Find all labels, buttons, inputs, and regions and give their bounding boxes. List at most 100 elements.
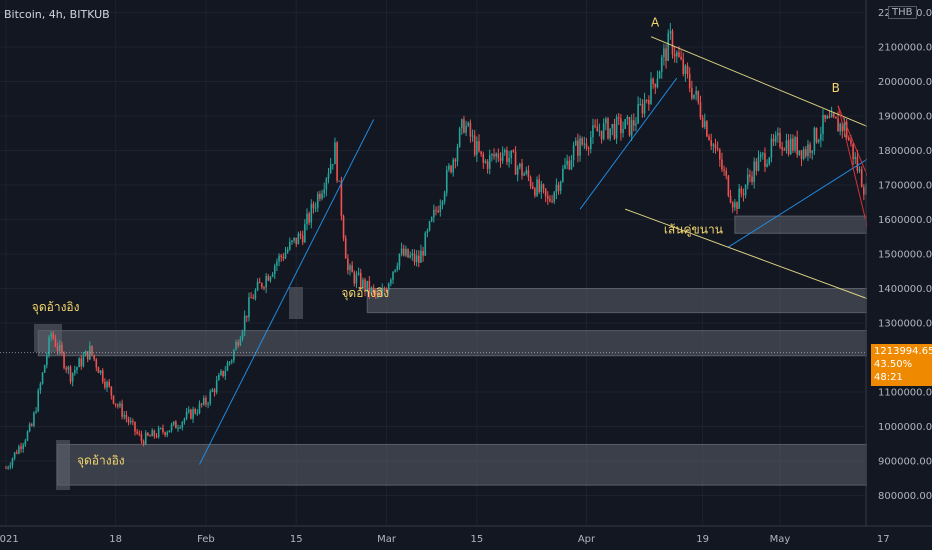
candle-body — [680, 57, 682, 59]
candle-body — [805, 149, 807, 156]
candle-body — [186, 412, 188, 419]
candle-body — [627, 117, 629, 119]
candle-body — [607, 119, 609, 139]
candle-body — [523, 174, 525, 176]
candle-body — [661, 57, 663, 72]
candle-body — [704, 121, 706, 127]
candle-body — [472, 135, 474, 136]
candle-body — [756, 161, 758, 170]
candle-body — [321, 193, 323, 198]
candle-body — [605, 119, 607, 124]
candle-body — [12, 459, 14, 466]
candle-body — [156, 436, 158, 437]
candle-body — [773, 139, 775, 142]
candle-body — [799, 150, 801, 154]
candle-body — [827, 116, 829, 118]
candle-body — [732, 202, 734, 207]
candle-body — [676, 52, 678, 56]
candle-body — [558, 185, 560, 191]
y-tick-label: 900000.00 — [878, 457, 932, 468]
candle-body — [289, 242, 291, 250]
candle-body — [420, 251, 422, 263]
candle-body — [622, 129, 624, 133]
candle-body — [70, 367, 72, 382]
candle-body — [631, 120, 633, 135]
candle-body — [603, 123, 605, 139]
candle-body — [446, 170, 448, 193]
candle-body — [575, 141, 577, 146]
y-tick-label: 1900000.00 — [878, 112, 932, 123]
candle-body — [758, 157, 760, 171]
candle-body — [596, 126, 598, 131]
candle-body — [777, 133, 779, 136]
candle-body — [358, 273, 360, 275]
candle-body — [291, 241, 293, 242]
candle-body — [833, 113, 835, 116]
candle-body — [702, 118, 704, 127]
candle-body — [285, 252, 287, 258]
candle-body — [672, 31, 674, 54]
candle-body — [590, 137, 592, 149]
candle-body — [319, 194, 321, 199]
y-tick-label: 1000000.00 — [878, 422, 932, 433]
candle-body — [278, 256, 280, 262]
y-tick-label: 1700000.00 — [878, 181, 932, 192]
candle-body — [461, 119, 463, 128]
candle-body — [435, 210, 437, 211]
candle-body — [132, 421, 134, 422]
candle-body — [682, 59, 684, 74]
candle-body — [674, 54, 676, 56]
candle-body — [10, 466, 12, 468]
candle-body — [225, 371, 227, 376]
candle-body — [287, 249, 289, 252]
candle-body — [601, 131, 603, 139]
candle-body — [53, 333, 55, 338]
candle-body — [121, 404, 123, 417]
candle-body — [863, 187, 865, 194]
candle-body — [115, 403, 117, 404]
candle-body — [768, 158, 770, 164]
candle-body — [351, 265, 353, 272]
candle-body — [547, 196, 549, 199]
candle-body — [442, 201, 444, 205]
candle-body — [250, 297, 252, 298]
candle-body — [476, 141, 478, 155]
candle-body — [667, 33, 669, 61]
candle-body — [592, 125, 594, 137]
candle-body — [637, 104, 639, 123]
candle-body — [280, 256, 282, 257]
candle-body — [829, 116, 831, 117]
candle-body — [715, 144, 717, 148]
candle-body — [111, 387, 113, 396]
candle-body — [444, 193, 446, 202]
candle-body — [283, 257, 285, 258]
candle-body — [459, 128, 461, 146]
candle-body — [252, 298, 254, 299]
candle-body — [274, 266, 276, 274]
candle-body — [416, 256, 418, 262]
candle-body — [85, 351, 87, 356]
y-tick-label: 1500000.00 — [878, 250, 932, 261]
candle-body — [543, 184, 545, 188]
candle-body — [467, 123, 469, 126]
candle-body — [412, 253, 414, 255]
candle-body — [665, 48, 667, 60]
candle-body — [861, 169, 863, 187]
candle-body — [199, 403, 201, 413]
candle-body — [347, 259, 349, 271]
candle-body — [457, 147, 459, 162]
candle-body — [571, 160, 573, 169]
candle-body — [272, 274, 274, 277]
candle-body — [117, 405, 119, 406]
candle-body — [14, 452, 16, 458]
candle-body — [560, 182, 562, 191]
candle-body — [624, 119, 626, 129]
y-tick-label: 2100000.00 — [878, 43, 932, 54]
candle-body — [483, 154, 485, 162]
candle-body — [113, 396, 115, 404]
candle-body — [409, 255, 411, 257]
candle-body — [734, 202, 736, 207]
candle-body — [233, 350, 235, 360]
currency-badge[interactable]: THB — [888, 6, 917, 19]
